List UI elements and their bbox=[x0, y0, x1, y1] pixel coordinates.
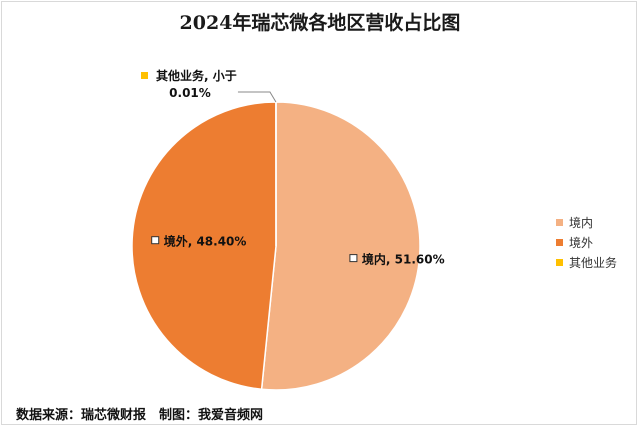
legend-label-overseas: 境外 bbox=[569, 235, 594, 250]
chart-legend: 境内 境外 其他业务 bbox=[556, 212, 617, 272]
data-label-marker-overseas bbox=[151, 236, 160, 245]
pie-slice-overseas bbox=[131, 101, 277, 391]
pie-slice-domestic bbox=[260, 101, 421, 391]
data-source-note: 数据来源：瑞芯微财报 制图：我爱音频网 bbox=[16, 408, 264, 423]
legend-label-domestic: 境内 bbox=[569, 215, 594, 230]
chart-title: 2024年瑞芯微各地区营收占比图 bbox=[179, 12, 461, 34]
legend-item-other: 其他业务 bbox=[556, 252, 617, 272]
leader-line-other bbox=[237, 91, 277, 103]
data-label-overseas: 境外, 48.40% bbox=[164, 234, 247, 249]
legend-swatch-overseas bbox=[556, 238, 563, 246]
data-label-marker-domestic bbox=[349, 254, 358, 263]
legend-label-other: 其他业务 bbox=[569, 255, 618, 270]
legend-item-overseas: 境外 bbox=[556, 232, 617, 252]
legend-item-domestic: 境内 bbox=[556, 212, 617, 232]
legend-swatch-domestic bbox=[556, 218, 563, 226]
data-label-other-line1: 其他业务, 小于 bbox=[156, 68, 237, 83]
legend-swatch-other bbox=[556, 258, 563, 266]
data-label-domestic: 境内, 51.60% bbox=[362, 252, 445, 267]
data-label-other-line2: 0.01% bbox=[169, 86, 211, 100]
data-label-marker-other bbox=[141, 72, 148, 79]
